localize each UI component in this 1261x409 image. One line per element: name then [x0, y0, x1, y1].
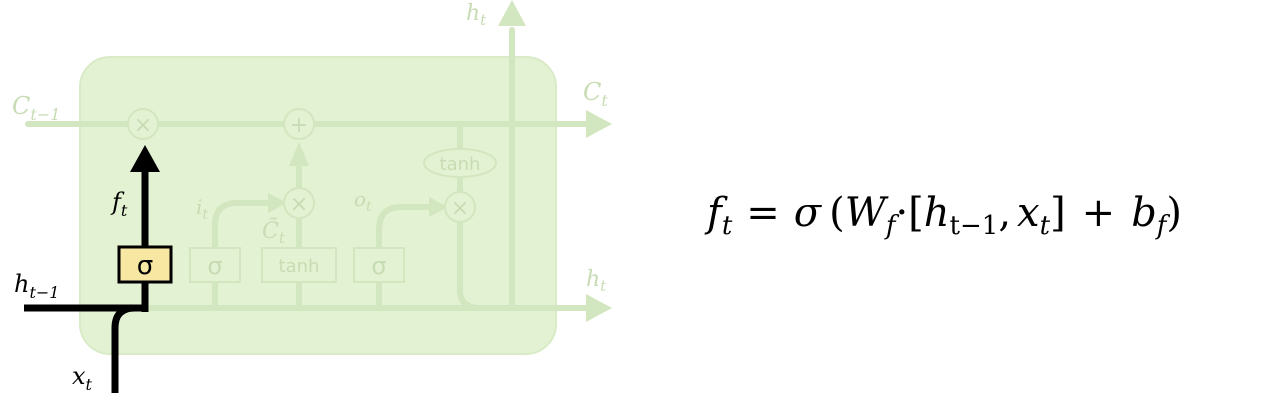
- arrow-c-next: [586, 110, 612, 138]
- eq-lparen: (: [829, 190, 845, 236]
- eq-h: h: [924, 190, 950, 236]
- tanh-oval: [423, 148, 497, 178]
- eq-h-sub: t−1: [950, 211, 999, 241]
- label-c-next: Ct: [583, 78, 608, 110]
- forget-sigma-label: σ: [137, 251, 153, 281]
- input-sigma-box: [189, 247, 241, 283]
- eq-w: W: [845, 190, 889, 236]
- eq-b: b: [1131, 190, 1157, 236]
- arrow-output-mult: [429, 197, 448, 217]
- output-mult-line: [457, 219, 483, 311]
- arrow-add: [289, 142, 309, 166]
- layer-boxes: σ tanh σ: [189, 247, 405, 283]
- faded-labels: Ct−1 Ct ht ht it ot C̃t: [12, 1, 608, 295]
- eq-lhs-sub: t: [722, 211, 733, 241]
- eq-x-sub: t: [1040, 211, 1051, 241]
- output-sigma-box: [353, 247, 405, 283]
- arrow-h-top: [498, 0, 526, 26]
- faded-connections: [25, 27, 591, 311]
- pointwise-ops: × + × × tanh: [127, 108, 497, 223]
- eq-rbrack: ]: [1050, 190, 1066, 236]
- forget-gate-equation: ft = σ (Wf·[ht−1, xt] + bf): [704, 190, 1182, 241]
- candidate-tanh-box: [261, 247, 337, 283]
- label-c-tilde: C̃t: [262, 218, 286, 247]
- label-c-prev: Ct−1: [12, 92, 60, 124]
- mult-output-sign: ×: [451, 196, 469, 221]
- eq-lbrack: [: [908, 190, 924, 236]
- eq-rparen: ): [1166, 190, 1182, 236]
- input-gate-line: [212, 200, 278, 311]
- faded-arrowheads: [268, 0, 612, 322]
- add-sign: +: [290, 113, 308, 138]
- eq-plus: +: [1082, 190, 1116, 236]
- output-sigma-label: σ: [371, 252, 386, 280]
- label-x-in: xt: [72, 362, 93, 394]
- forget-gate-path: [24, 168, 149, 393]
- eq-dot: ·: [895, 190, 908, 236]
- eq-sigma: σ: [794, 190, 823, 236]
- output-gate-line: [376, 204, 439, 311]
- mult-output-circle: [444, 191, 476, 223]
- candidate-tanh-label: tanh: [279, 256, 320, 277]
- label-h-prev: ht−1: [14, 270, 59, 302]
- x-in-line: [111, 304, 136, 393]
- eq-x: x: [1017, 190, 1040, 236]
- tanh-oval-label: tanh: [440, 154, 481, 175]
- label-h-top: ht: [466, 1, 487, 29]
- eq-equals: =: [746, 190, 780, 236]
- arrow-forget-to-mult: [130, 145, 160, 172]
- eq-comma: ,: [998, 190, 1011, 236]
- mult-forget-sign: ×: [134, 113, 152, 138]
- arrow-input-mult: [268, 193, 287, 213]
- label-i-gate: it: [196, 195, 208, 223]
- mult-input-circle: [283, 187, 315, 219]
- mult-forget-circle: [127, 108, 159, 140]
- label-o-gate: ot: [354, 187, 372, 215]
- label-h-right: ht: [586, 267, 607, 295]
- mult-input-sign: ×: [290, 192, 308, 217]
- forget-sigma-box: [117, 245, 173, 284]
- add-circle: [283, 108, 315, 140]
- input-sigma-label: σ: [207, 252, 222, 280]
- arrow-h-right: [586, 294, 612, 322]
